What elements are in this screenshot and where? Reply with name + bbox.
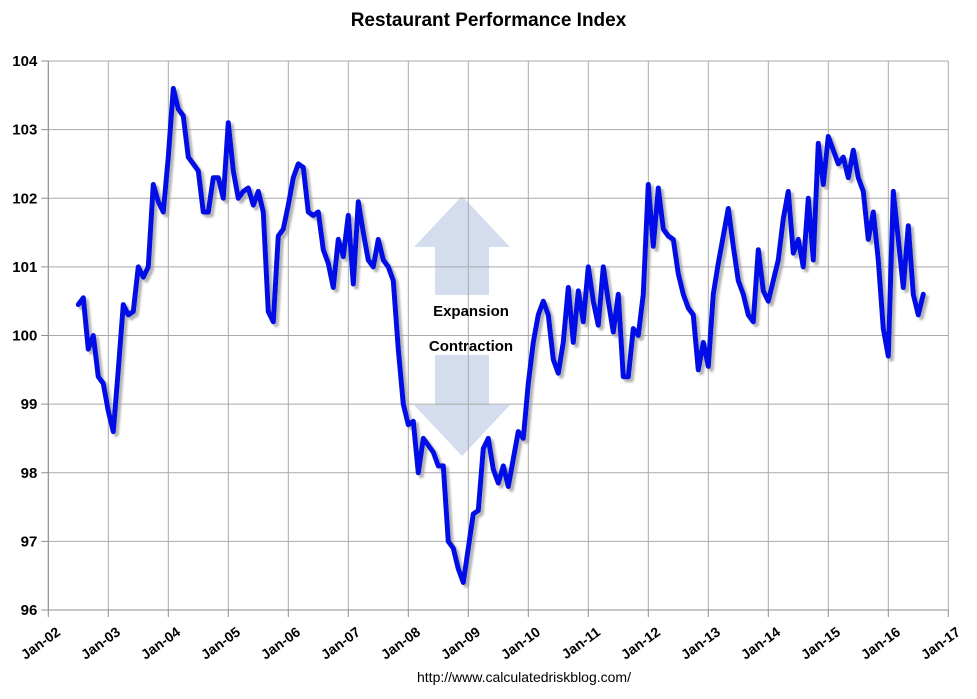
svg-text:Jan-07: Jan-07 [318, 623, 363, 662]
contraction-arrow-icon [414, 355, 510, 456]
expansion-arrow-icon [414, 196, 510, 295]
svg-text:104: 104 [12, 53, 38, 70]
svg-text:98: 98 [21, 465, 38, 482]
svg-text:101: 101 [12, 259, 37, 276]
svg-text:Jan-14: Jan-14 [738, 623, 783, 662]
svg-text:Jan-03: Jan-03 [78, 623, 123, 662]
svg-text:Jan-09: Jan-09 [438, 623, 483, 662]
svg-text:99: 99 [21, 396, 38, 413]
y-axis-labels: 96 97 98 99 100 101 102 103 104 [12, 53, 38, 619]
x-axis-labels: Jan-02 Jan-03 Jan-04 Jan-05 Jan-06 Jan-07 Jan-… [18, 623, 963, 662]
svg-text:Jan-08: Jan-08 [378, 623, 423, 662]
svg-text:Jan-17: Jan-17 [918, 623, 963, 662]
svg-text:102: 102 [12, 190, 37, 207]
svg-text:Jan-16: Jan-16 [858, 623, 903, 662]
source-url: http://www.calculatedriskblog.com/ [417, 669, 631, 685]
svg-text:97: 97 [21, 533, 38, 550]
svg-text:Jan-13: Jan-13 [678, 623, 723, 662]
svg-text:100: 100 [12, 328, 37, 345]
chart-title: Restaurant Performance Index [350, 10, 627, 31]
svg-text:96: 96 [21, 602, 38, 619]
svg-text:Jan-05: Jan-05 [198, 623, 243, 662]
svg-text:Jan-15: Jan-15 [798, 623, 843, 662]
expansion-label: Expansion [433, 303, 509, 320]
svg-text:Jan-04: Jan-04 [138, 623, 183, 662]
rpi-line [75, 86, 926, 585]
svg-text:Jan-11: Jan-11 [558, 623, 603, 662]
svg-text:Jan-10: Jan-10 [498, 623, 543, 662]
svg-text:Jan-02: Jan-02 [18, 623, 63, 662]
svg-text:Jan-12: Jan-12 [618, 623, 663, 662]
svg-text:Jan-06: Jan-06 [258, 623, 303, 662]
contraction-label: Contraction [428, 338, 514, 355]
svg-text:103: 103 [12, 122, 37, 139]
